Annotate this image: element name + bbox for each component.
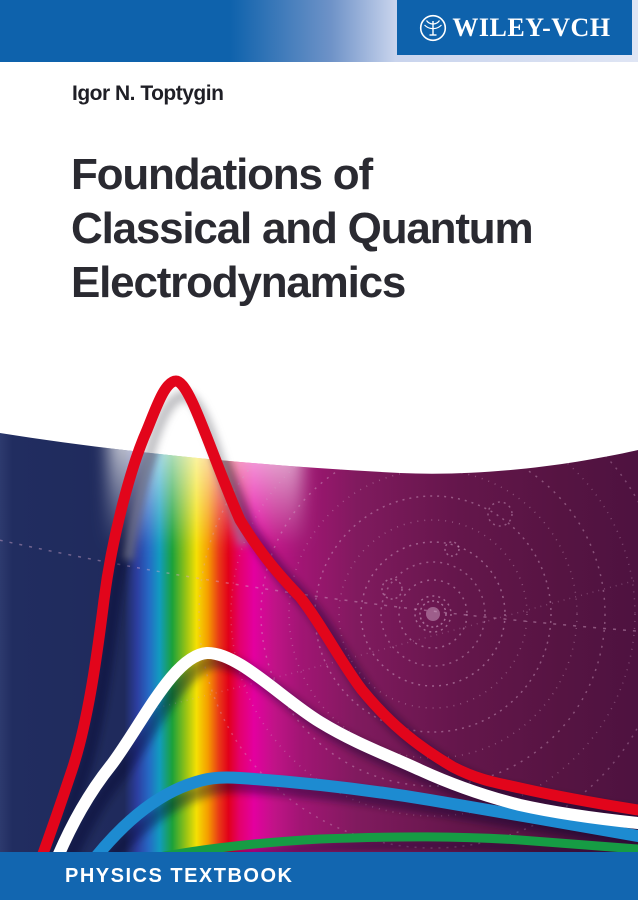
title-line-3: Electrodynamics: [71, 258, 406, 307]
series-label: PHYSICS TEXTBOOK: [65, 864, 294, 887]
title-line-2: Classical and Quantum: [71, 204, 534, 253]
red-blackbody-curve: [34, 375, 638, 868]
header-bar: WILEY-VCH: [0, 0, 638, 62]
green-curve: [130, 832, 638, 867]
wiley-logo-text: WILEY-VCH: [452, 12, 611, 42]
author-name: Igor N. Toptygin: [72, 82, 224, 105]
book-title: Foundations of Classical and Quantum Ele…: [71, 148, 534, 310]
wiley-logo-block: WILEY-VCH: [397, 0, 632, 55]
wiley-colophon-icon: [418, 13, 448, 43]
footer-bar: PHYSICS TEXTBOOK: [0, 852, 638, 900]
title-line-1: Foundations of: [71, 150, 373, 199]
blue-blackbody-curve: [89, 771, 638, 864]
white-blackbody-curve: [52, 646, 638, 862]
particle-tracks: [0, 433, 638, 849]
